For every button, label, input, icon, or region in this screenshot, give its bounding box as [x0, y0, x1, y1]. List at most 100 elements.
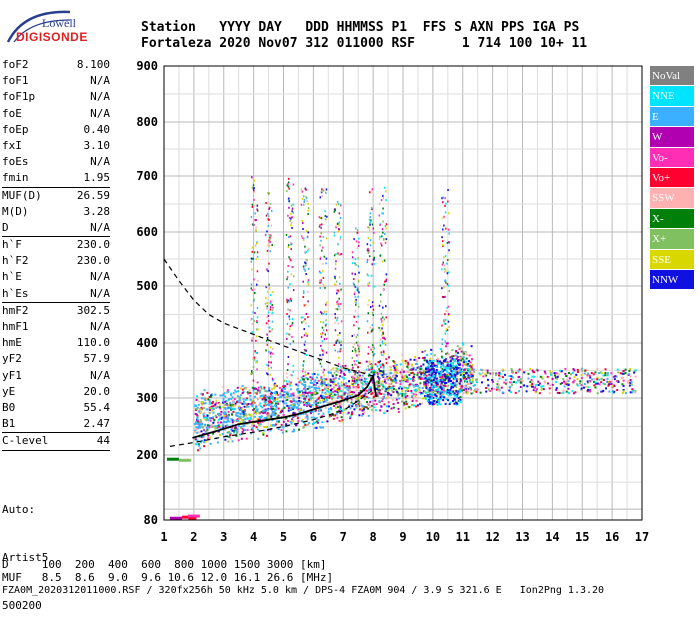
echo-point: [446, 391, 449, 394]
echo-point: [575, 373, 578, 376]
echo-point: [546, 382, 549, 385]
echo-point: [289, 395, 292, 398]
echo-point: [531, 383, 534, 386]
echo-point: [266, 336, 269, 339]
echo-point: [309, 405, 312, 408]
echo-point: [423, 372, 426, 375]
echo-point: [371, 188, 374, 191]
echo-point: [531, 370, 534, 373]
echo-point: [337, 390, 340, 393]
echo-point: [329, 414, 332, 417]
echo-point: [334, 275, 336, 278]
echo-point: [279, 392, 282, 395]
echo-point: [394, 377, 397, 380]
echo-point: [456, 372, 459, 375]
echo-point: [351, 251, 354, 254]
echo-point: [442, 370, 445, 373]
echo-point: [429, 389, 432, 392]
echo-point: [446, 364, 449, 367]
polarization-legend: NoVal NNE E W Vo- Vo+ SSW X- X+ SSE NNW: [650, 66, 694, 291]
echo-point: [447, 399, 450, 402]
echo-point: [325, 337, 328, 340]
echo-point: [193, 423, 196, 426]
logo-swoosh: [6, 10, 71, 43]
echo-point: [420, 373, 423, 376]
echo-point: [322, 321, 325, 324]
echo-point: [290, 241, 292, 244]
echo-point: [286, 298, 288, 301]
echo-point: [203, 402, 206, 405]
echo-point: [523, 384, 526, 387]
echo-point: [351, 377, 354, 380]
echo-point: [586, 380, 589, 383]
echo-point: [452, 370, 455, 373]
echo-point: [322, 276, 325, 279]
echo-point: [370, 305, 372, 308]
echo-point: [300, 420, 303, 423]
echo-point: [267, 319, 270, 322]
echo-point: [358, 349, 361, 352]
echo-point: [307, 410, 310, 413]
echo-point: [447, 375, 450, 378]
auto-label: Auto:: [2, 503, 36, 516]
echo-point: [337, 252, 339, 255]
echo-point: [440, 363, 443, 366]
echo-point: [263, 388, 266, 391]
echo-point: [459, 347, 462, 350]
echo-point: [572, 392, 575, 395]
echo-point: [288, 384, 291, 387]
echo-point: [366, 380, 369, 383]
echo-point: [535, 368, 538, 371]
echo-point: [317, 412, 320, 415]
echo-point: [288, 328, 291, 331]
echo-point: [338, 341, 341, 344]
echo-point: [335, 340, 338, 343]
echo-point: [333, 380, 336, 383]
echo-point: [333, 385, 336, 388]
echo-point: [426, 367, 429, 370]
echo-point: [381, 364, 384, 367]
echo-point: [197, 410, 200, 413]
echo-point: [460, 368, 463, 371]
echo-point: [378, 378, 381, 381]
echo-point: [264, 403, 267, 406]
echo-point: [203, 429, 206, 432]
echo-point: [333, 344, 336, 347]
echo-point: [208, 399, 211, 402]
echo-point: [372, 403, 375, 406]
param-row-foep: foEp 0.40: [2, 122, 110, 138]
echo-point: [289, 404, 292, 407]
echo-point: [440, 381, 443, 384]
echo-point: [425, 395, 428, 398]
echo-point: [339, 412, 342, 415]
echo-point: [209, 417, 212, 420]
echo-point: [235, 414, 238, 417]
echo-point: [412, 375, 415, 378]
echo-point: [261, 398, 264, 401]
echo-point: [307, 372, 310, 375]
echo-point: [452, 375, 455, 378]
echo-point: [323, 381, 326, 384]
echo-point: [223, 391, 226, 394]
echo-point: [288, 318, 291, 321]
echo-point: [423, 356, 426, 359]
echo-point: [213, 418, 216, 421]
echo-point: [448, 377, 451, 380]
echo-point: [412, 368, 415, 371]
echo-point: [288, 256, 290, 259]
echo-point: [298, 396, 301, 399]
echo-point: [450, 362, 453, 365]
echo-point: [539, 375, 542, 378]
echo-point: [287, 244, 290, 247]
echo-point: [610, 372, 613, 375]
echo-point: [324, 286, 326, 289]
echo-point: [371, 305, 374, 308]
echo-point: [338, 409, 341, 412]
echo-point: [228, 402, 231, 405]
echo-point: [229, 432, 232, 435]
echo-point: [440, 369, 443, 372]
echo-point: [402, 370, 405, 373]
echo-point: [231, 419, 234, 422]
echo-point: [321, 246, 324, 249]
echo-point: [426, 399, 429, 402]
